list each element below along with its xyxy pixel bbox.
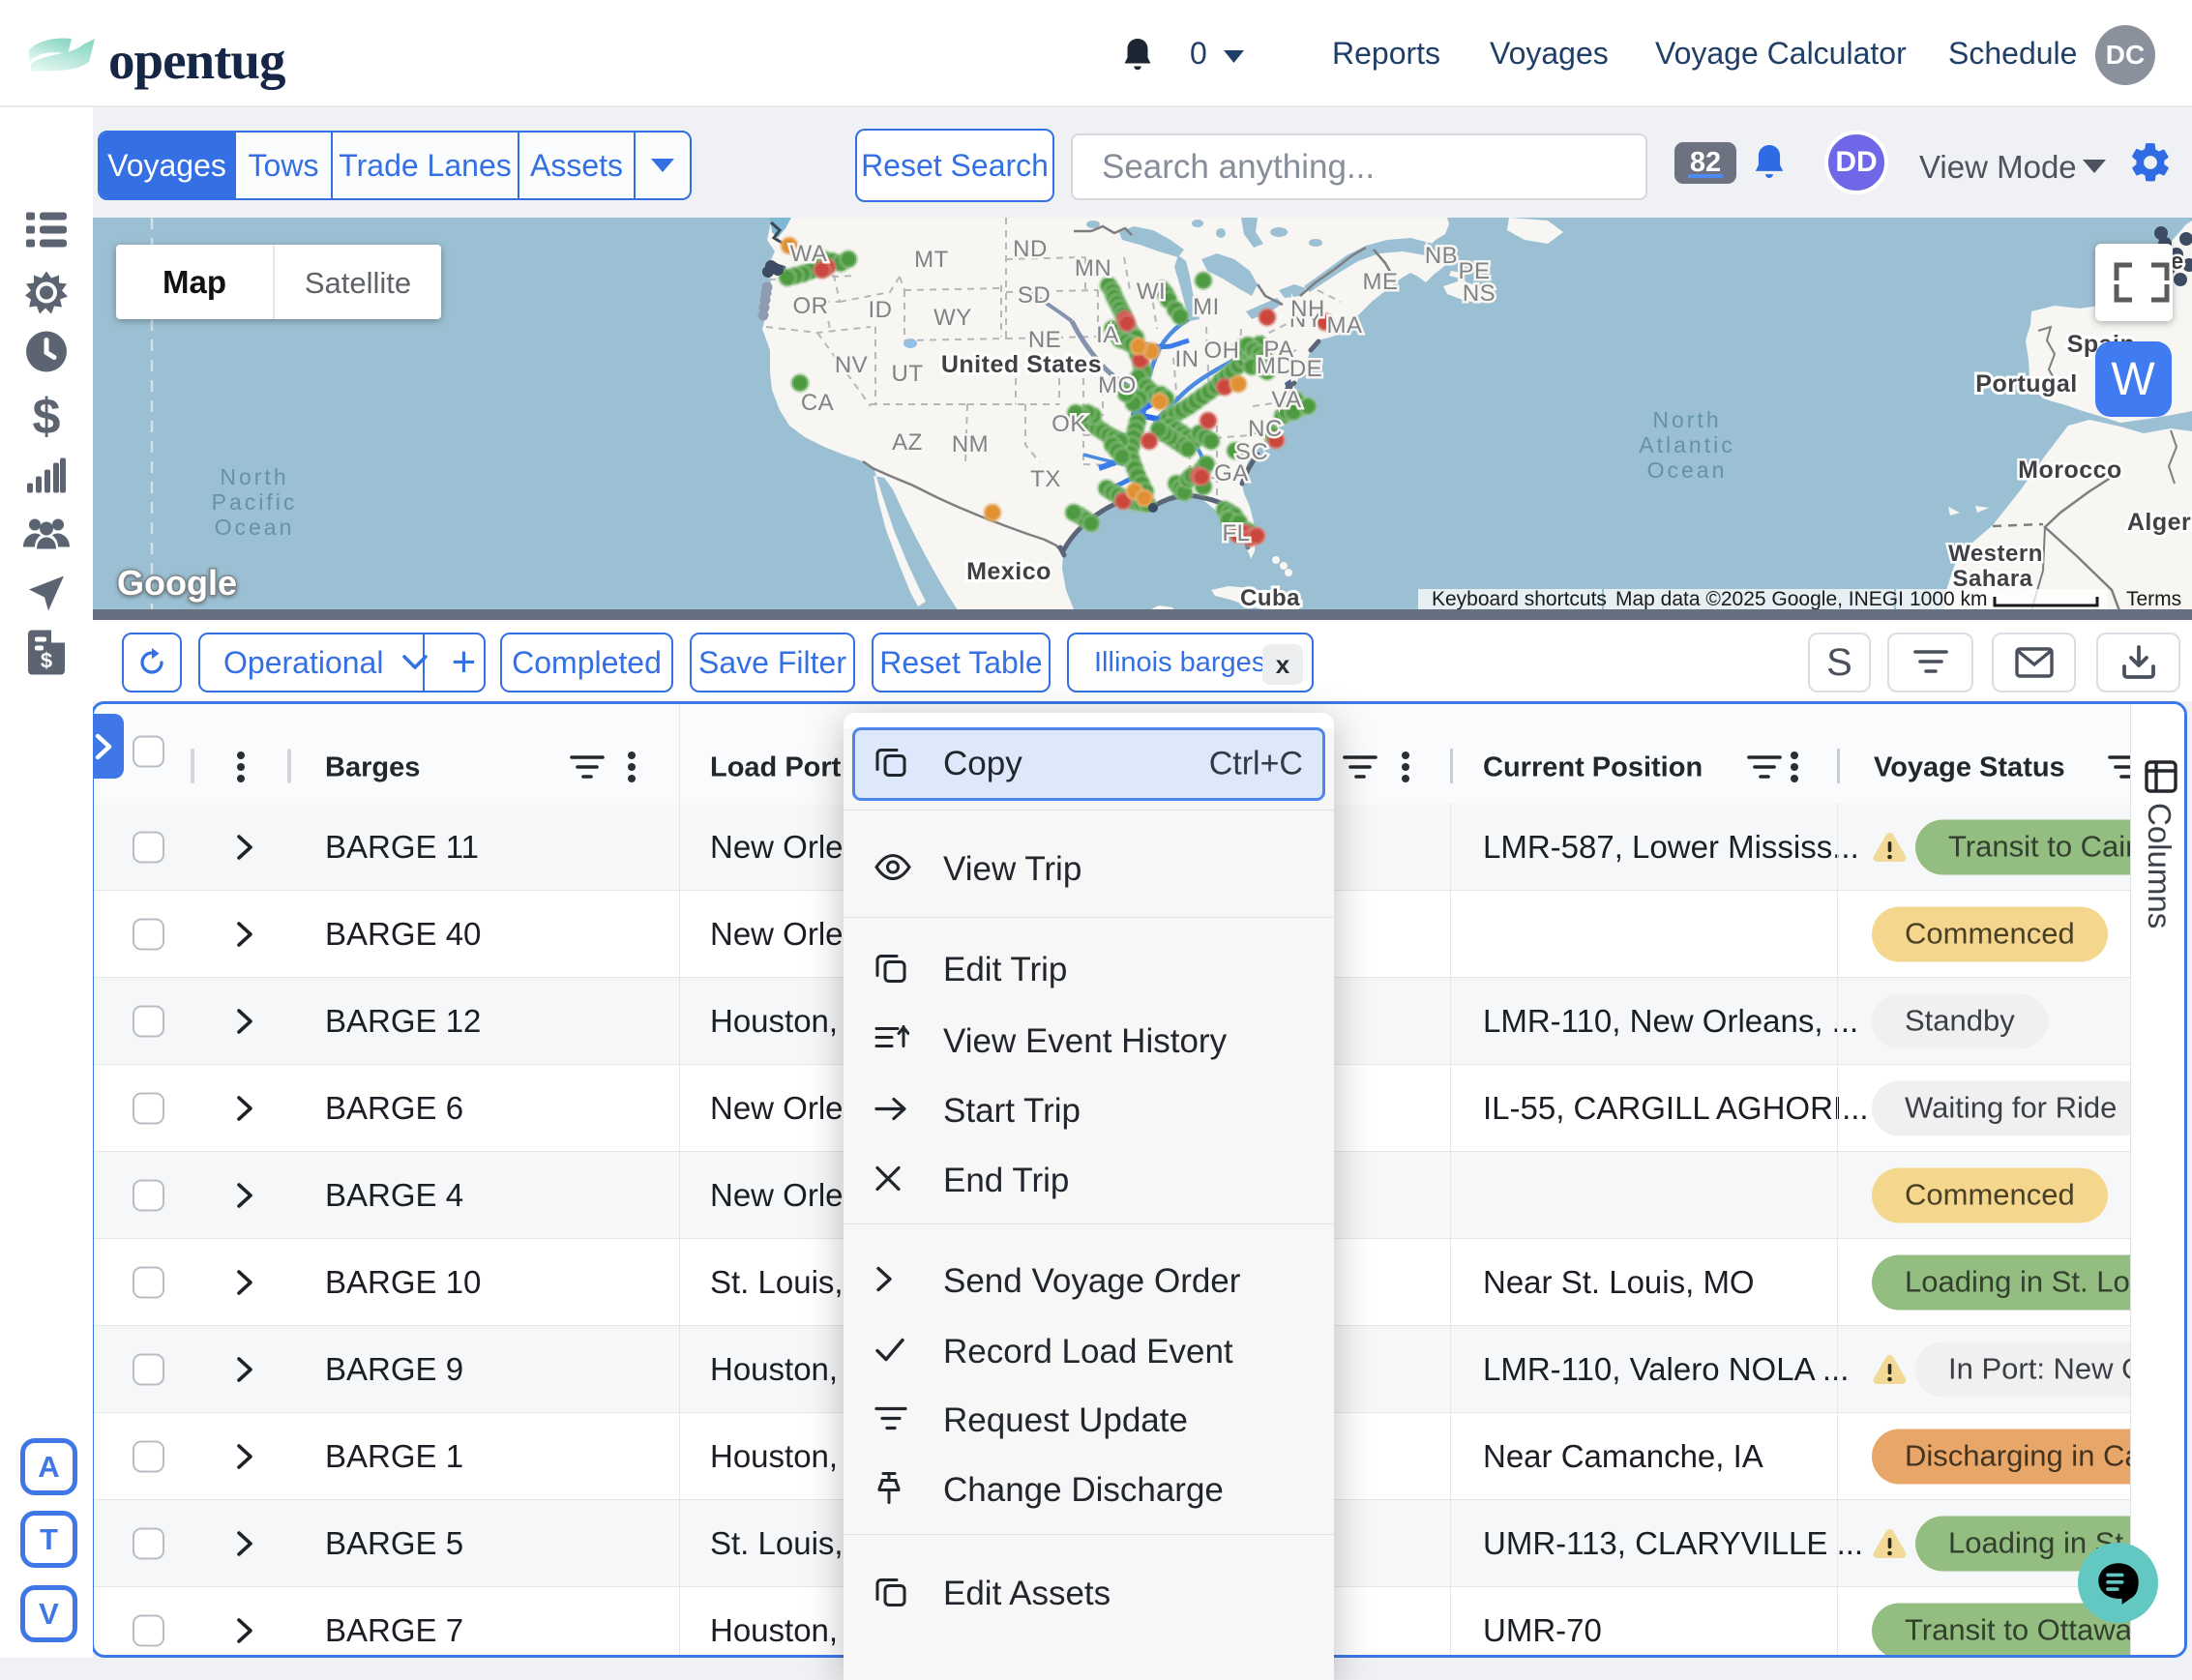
svg-text:NM: NM — [952, 431, 989, 457]
svg-text:Algeria: Algeria — [2127, 509, 2192, 536]
svg-text:Satellite: Satellite — [305, 266, 411, 300]
svg-text:WA: WA — [790, 241, 828, 267]
svg-text:UT: UT — [892, 361, 924, 387]
svg-text:Portugal: Portugal — [1975, 370, 2077, 398]
svg-text:AZ: AZ — [892, 429, 923, 456]
svg-text:MI: MI — [1193, 294, 1220, 320]
svg-text:NH: NH — [1290, 296, 1325, 322]
svg-text:SD: SD — [1018, 282, 1051, 309]
svg-text:Ocean: Ocean — [215, 515, 295, 540]
svg-text:Cuba: Cuba — [1240, 585, 1300, 609]
svg-text:Pacific: Pacific — [212, 489, 298, 515]
svg-text:IN: IN — [1175, 346, 1200, 372]
svg-text:DE: DE — [1289, 356, 1322, 382]
svg-text:Western: Western — [1948, 541, 2043, 567]
svg-text:NC: NC — [1248, 416, 1283, 442]
svg-text:CA: CA — [801, 390, 834, 416]
svg-text:TX: TX — [1030, 466, 1061, 492]
svg-text:WI: WI — [1137, 279, 1166, 305]
svg-text:GA: GA — [1214, 460, 1249, 486]
svg-text:PA: PA — [1263, 337, 1293, 363]
svg-text:1000 km: 1000 km — [1910, 588, 1988, 609]
svg-text:NV: NV — [835, 352, 868, 378]
svg-text:NS: NS — [1463, 280, 1496, 307]
svg-text:North: North — [220, 464, 288, 489]
svg-text:OR: OR — [793, 293, 829, 319]
svg-text:WY: WY — [933, 305, 972, 331]
svg-text:ND: ND — [1013, 236, 1048, 262]
svg-text:$: $ — [41, 649, 52, 673]
svg-text:NY: NY — [1289, 307, 1322, 333]
svg-text:MT: MT — [914, 247, 949, 273]
svg-text:MN: MN — [1075, 255, 1111, 281]
svg-text:Mexico: Mexico — [966, 558, 1052, 585]
svg-text:Map: Map — [163, 264, 226, 300]
svg-text:OH: OH — [1204, 338, 1240, 364]
svg-text:Ocean: Ocean — [1647, 457, 1728, 483]
svg-text:Google: Google — [117, 563, 237, 603]
svg-text:ID: ID — [869, 297, 893, 323]
svg-text:United States: United States — [941, 351, 1102, 378]
svg-text:Morocco: Morocco — [2018, 457, 2122, 484]
svg-text:SC: SC — [1235, 439, 1268, 465]
svg-text:North: North — [1652, 407, 1721, 432]
svg-text:Atlantic: Atlantic — [1639, 432, 1734, 457]
svg-text:Map data ©2025 Google, INEGI: Map data ©2025 Google, INEGI — [1615, 588, 1904, 609]
svg-text:W: W — [2111, 354, 2155, 405]
svg-text:MA: MA — [1327, 312, 1363, 339]
svg-text:OK: OK — [1052, 411, 1086, 437]
svg-text:Keyboard shortcuts: Keyboard shortcuts — [1432, 588, 1607, 609]
svg-text:Terms: Terms — [2126, 588, 2181, 609]
svg-text:IA: IA — [1096, 322, 1119, 348]
svg-text:PE: PE — [1458, 258, 1490, 284]
svg-text:MO: MO — [1098, 372, 1137, 398]
svg-text:VA: VA — [1271, 387, 1301, 413]
svg-text:NB: NB — [1425, 243, 1458, 269]
svg-text:NE: NE — [1028, 327, 1061, 353]
svg-text:ME: ME — [1363, 269, 1399, 295]
svg-text:FL: FL — [1222, 520, 1250, 546]
svg-text:MD: MD — [1257, 353, 1293, 379]
